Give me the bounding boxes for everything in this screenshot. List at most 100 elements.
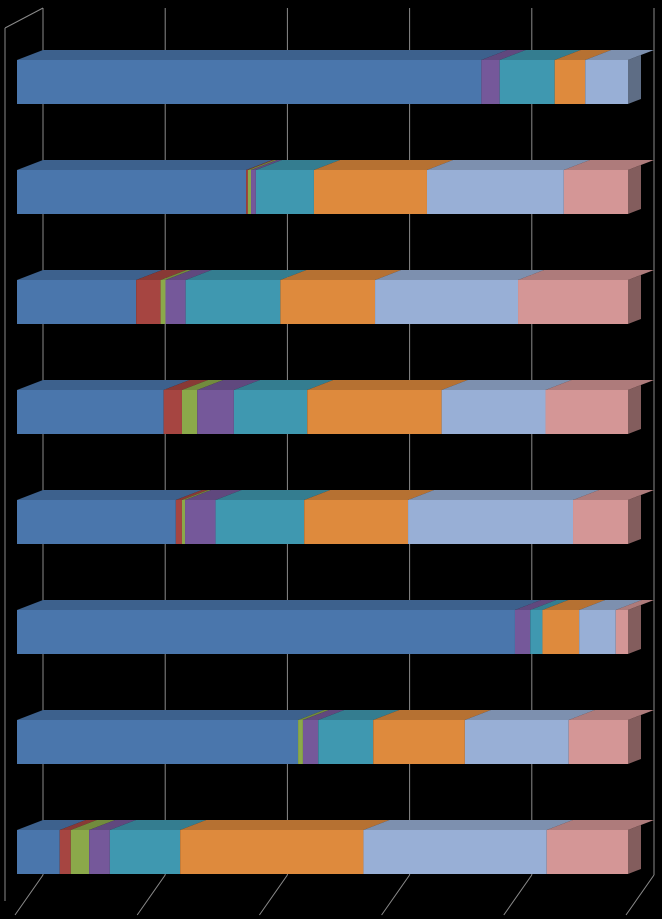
bar-top-face xyxy=(426,160,590,170)
bar-segment xyxy=(197,390,234,434)
bar-top-face xyxy=(165,270,212,280)
bar-top-face xyxy=(375,270,545,280)
bar-top-face xyxy=(160,270,192,280)
bar-top-face xyxy=(255,160,340,170)
bar-segment xyxy=(180,830,364,874)
bar-top-face xyxy=(109,820,207,830)
bar-segment xyxy=(375,280,519,324)
bar-segment xyxy=(17,280,137,324)
bar-segment xyxy=(542,610,580,654)
bar-segment xyxy=(251,170,256,214)
bar-end-face xyxy=(628,165,641,214)
bar-segment xyxy=(568,720,628,764)
bar-end-face xyxy=(628,385,641,434)
bar-segment xyxy=(563,170,628,214)
bar-segment xyxy=(615,610,628,654)
bar-segment xyxy=(17,720,299,764)
bar-segment xyxy=(373,720,465,764)
bar-top-face xyxy=(180,820,390,830)
bar-top-face xyxy=(585,50,654,60)
bar-top-face xyxy=(573,490,654,500)
bar-segment xyxy=(233,390,308,434)
bar-top-face xyxy=(464,710,595,720)
bar-top-face xyxy=(302,710,345,720)
bar-top-face xyxy=(542,600,606,610)
bar-segment xyxy=(17,500,176,544)
bar-top-face xyxy=(481,50,526,60)
bar-end-face xyxy=(628,825,641,874)
bar-top-face xyxy=(197,380,260,390)
bar-segment xyxy=(464,720,569,764)
bar-top-face xyxy=(554,50,612,60)
bar-top-face xyxy=(408,490,600,500)
bar-segment xyxy=(530,610,543,654)
floor-gridline xyxy=(625,874,655,916)
bar-segment xyxy=(304,500,409,544)
floor-gridline xyxy=(136,874,166,916)
bar-top-face xyxy=(514,600,557,610)
bar-top-face xyxy=(17,270,163,280)
bar-segment xyxy=(17,610,515,654)
bar-top-face xyxy=(318,710,400,720)
bar-segment xyxy=(499,60,555,104)
bar-top-face xyxy=(185,490,242,500)
bar-segment xyxy=(298,720,303,764)
bar-top-face xyxy=(185,270,307,280)
bar-segment xyxy=(307,390,442,434)
bar-top-face xyxy=(441,380,572,390)
bar-top-face xyxy=(568,710,654,720)
bar-segment xyxy=(441,390,546,434)
bar-segment xyxy=(109,830,181,874)
bar-top-face xyxy=(530,600,569,610)
bar-segment xyxy=(518,280,628,324)
bar-segment xyxy=(246,170,248,214)
bar-top-face xyxy=(17,710,325,720)
bar-top-face xyxy=(499,50,581,60)
bar-top-face xyxy=(136,270,187,280)
bar-top-face xyxy=(280,270,402,280)
bar-top-face xyxy=(579,600,642,610)
bar-segment xyxy=(215,500,305,544)
bar-top-face xyxy=(246,160,274,170)
bar-segment xyxy=(89,830,110,874)
bar-segment xyxy=(481,60,500,104)
bar-segment xyxy=(70,830,90,874)
bar-top-face xyxy=(17,600,541,610)
bar-segment xyxy=(17,390,164,434)
bar-top-face xyxy=(563,160,654,170)
bar-top-face xyxy=(89,820,136,830)
bar-segment xyxy=(546,830,628,874)
bar-end-face xyxy=(628,55,641,104)
bar-segment xyxy=(302,720,319,764)
bar-top-face xyxy=(59,820,97,830)
bar-segment xyxy=(573,500,628,544)
bar-segment xyxy=(181,390,198,434)
bar-segment xyxy=(280,280,376,324)
bar-top-face xyxy=(215,490,331,500)
bar-top-face xyxy=(17,50,508,60)
bar-segment xyxy=(185,500,216,544)
bar-segment xyxy=(554,60,586,104)
bar-top-face xyxy=(70,820,116,830)
bar-top-face xyxy=(546,820,654,830)
bar-end-face xyxy=(628,715,641,764)
bar-top-face xyxy=(17,820,86,830)
bar-top-face xyxy=(615,600,654,610)
bar-segment xyxy=(247,170,252,214)
bar-top-face xyxy=(233,380,334,390)
bar-segment xyxy=(579,610,616,654)
bar-top-face xyxy=(518,270,654,280)
floor-gridline xyxy=(258,874,288,916)
bar-top-face xyxy=(247,160,278,170)
bar-segment xyxy=(185,280,281,324)
bar-top-face xyxy=(17,160,273,170)
bar-top-face xyxy=(545,380,654,390)
bar-top-face xyxy=(298,710,329,720)
back-wall-top-edge xyxy=(4,7,44,29)
bar-end-face xyxy=(628,495,641,544)
bar-segment xyxy=(585,60,628,104)
bar-segment xyxy=(313,170,427,214)
bar-segment xyxy=(160,280,166,324)
bar-top-face xyxy=(181,490,212,500)
